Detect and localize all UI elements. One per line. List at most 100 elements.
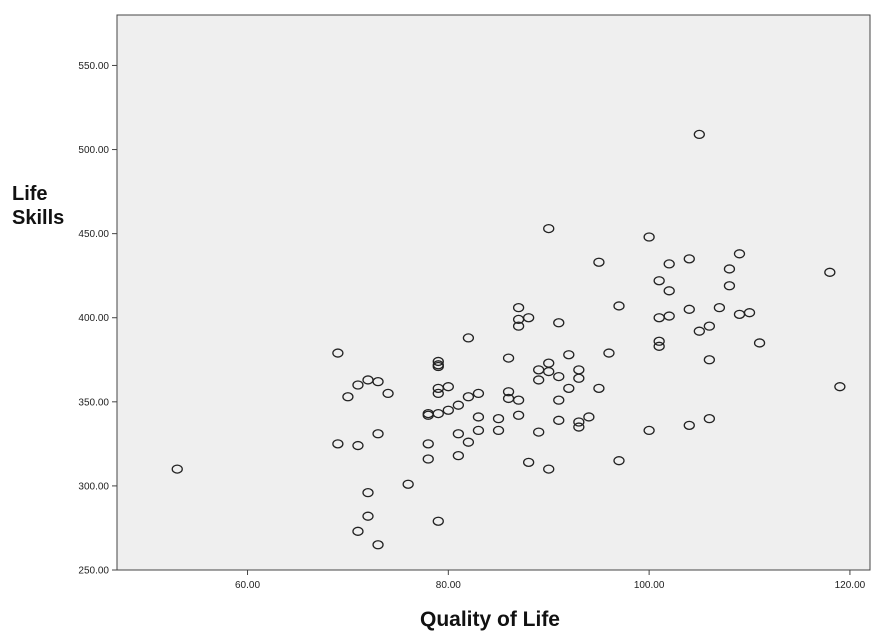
data-point bbox=[522, 457, 535, 468]
data-point bbox=[432, 516, 444, 526]
data-point bbox=[663, 259, 675, 269]
data-point bbox=[492, 425, 505, 436]
x-axis: 60.00 80.00 100.00 120.00 bbox=[235, 570, 866, 591]
data-point bbox=[703, 321, 716, 331]
y-axis: 250.00 300.00 350.00 400.00 450.00 500.00 550.… bbox=[78, 61, 117, 577]
data-point bbox=[432, 408, 444, 419]
data-point bbox=[543, 223, 555, 234]
data-point bbox=[553, 395, 565, 405]
data-point bbox=[653, 276, 665, 286]
data-point bbox=[352, 380, 364, 390]
y-tick-label: 250.00 bbox=[78, 566, 109, 577]
data-point bbox=[462, 392, 475, 402]
data-point bbox=[512, 321, 525, 331]
data-point bbox=[703, 355, 716, 365]
data-point bbox=[663, 286, 675, 296]
data-point bbox=[753, 338, 766, 348]
data-point bbox=[573, 373, 585, 383]
data-point bbox=[703, 413, 716, 424]
data-point bbox=[432, 388, 444, 399]
data-point bbox=[171, 464, 183, 474]
y-axis-title-line-2: Skills bbox=[12, 207, 64, 229]
data-point bbox=[442, 382, 454, 392]
data-point bbox=[372, 429, 384, 439]
y-tick-label: 400.00 bbox=[78, 313, 109, 324]
data-point bbox=[362, 487, 374, 498]
y-tick-label: 500.00 bbox=[78, 145, 109, 156]
y-axis-title-line-1: Life bbox=[12, 183, 48, 205]
data-point bbox=[834, 382, 846, 392]
data-point bbox=[472, 425, 485, 436]
y-tick-label: 550.00 bbox=[78, 61, 109, 72]
data-point bbox=[583, 412, 595, 422]
data-point bbox=[342, 392, 354, 402]
data-point bbox=[472, 388, 485, 399]
data-point bbox=[693, 129, 705, 140]
data-point bbox=[452, 450, 465, 461]
data-points bbox=[171, 129, 846, 550]
data-point bbox=[502, 353, 515, 363]
data-point bbox=[613, 301, 625, 311]
x-tick-label: 120.00 bbox=[835, 580, 866, 591]
data-point bbox=[512, 395, 525, 405]
data-point bbox=[442, 405, 454, 415]
data-point bbox=[432, 361, 444, 372]
data-point bbox=[462, 333, 475, 343]
data-point bbox=[432, 356, 444, 367]
data-point bbox=[332, 348, 344, 358]
data-point bbox=[713, 302, 726, 313]
data-point bbox=[533, 375, 545, 385]
data-point bbox=[553, 371, 565, 382]
data-point bbox=[593, 383, 605, 394]
data-point bbox=[543, 464, 555, 474]
data-point bbox=[573, 422, 585, 432]
data-point bbox=[502, 387, 515, 397]
plot-area bbox=[116, 14, 871, 571]
data-point bbox=[492, 413, 505, 424]
data-point bbox=[543, 366, 555, 377]
x-axis-title: Quality of Life bbox=[420, 608, 560, 631]
data-point bbox=[553, 415, 565, 425]
data-point bbox=[452, 429, 465, 439]
data-point bbox=[352, 440, 364, 451]
data-point bbox=[683, 304, 695, 314]
data-point bbox=[422, 454, 434, 464]
data-point bbox=[733, 249, 746, 259]
data-point bbox=[643, 425, 655, 436]
data-point bbox=[462, 437, 475, 447]
data-point bbox=[723, 264, 736, 274]
data-point bbox=[653, 341, 665, 351]
data-point bbox=[372, 376, 384, 387]
data-point bbox=[593, 257, 605, 267]
data-point bbox=[613, 456, 625, 466]
y-tick-label: 300.00 bbox=[78, 481, 109, 492]
data-point bbox=[553, 318, 565, 328]
data-point bbox=[663, 311, 675, 321]
y-tick-label: 350.00 bbox=[78, 397, 109, 408]
data-point bbox=[382, 388, 394, 399]
data-point bbox=[472, 412, 485, 422]
data-point bbox=[372, 540, 384, 550]
data-point bbox=[533, 427, 545, 437]
data-point bbox=[573, 417, 585, 427]
data-point bbox=[723, 281, 736, 291]
data-point bbox=[653, 336, 665, 346]
data-point bbox=[824, 267, 836, 277]
data-point bbox=[332, 439, 344, 449]
data-point bbox=[683, 420, 695, 431]
data-point bbox=[512, 410, 525, 420]
data-point bbox=[563, 383, 575, 394]
data-point bbox=[402, 479, 414, 489]
data-point bbox=[512, 302, 525, 313]
data-point bbox=[743, 308, 756, 318]
y-tick-label: 450.00 bbox=[78, 229, 109, 240]
data-point bbox=[643, 232, 655, 242]
data-point bbox=[522, 313, 535, 323]
data-point bbox=[362, 511, 374, 521]
data-point bbox=[683, 254, 695, 264]
x-tick-label: 60.00 bbox=[235, 580, 260, 591]
x-tick-label: 80.00 bbox=[436, 580, 461, 591]
x-tick-label: 100.00 bbox=[634, 580, 665, 591]
data-point bbox=[352, 526, 364, 536]
